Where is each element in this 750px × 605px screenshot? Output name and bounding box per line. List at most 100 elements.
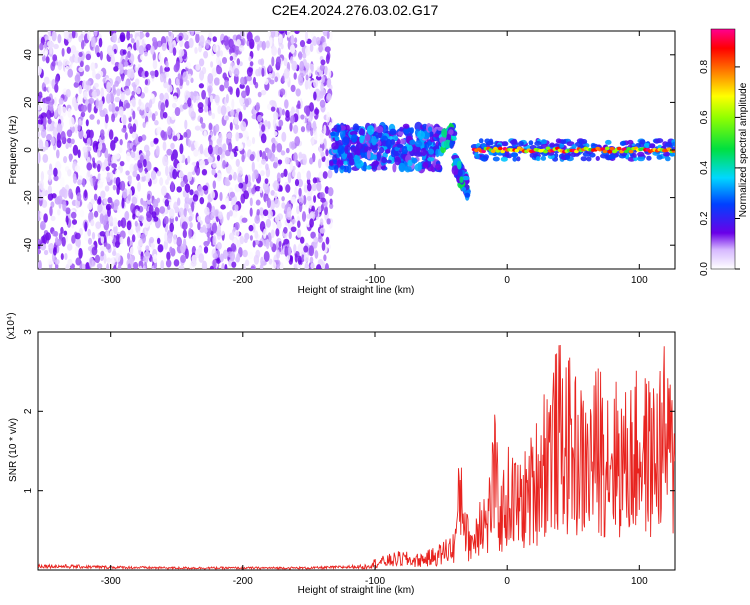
spectrogram-cell <box>166 148 173 156</box>
spectrogram-cell <box>216 172 222 182</box>
spectrogram-cell <box>112 217 118 227</box>
spectrogram-cell <box>178 265 185 269</box>
colorbar: 0.0 0.2 0.4 0.6 0.8 Normalized spectral ampl… <box>699 28 749 276</box>
spectrogram-cell <box>231 261 237 268</box>
spectrogram-cell <box>311 205 316 213</box>
spectrogram-cell <box>304 80 309 90</box>
spectrogram-cell <box>211 112 216 120</box>
spectrogram-cell <box>275 56 281 67</box>
spectrogram-cell <box>92 175 96 187</box>
spectrogram-cell <box>316 181 322 192</box>
spectrogram-cell <box>261 40 267 51</box>
spectrogram-cell <box>313 91 317 101</box>
spectrogram-cell <box>217 105 222 115</box>
spectrogram-cell <box>314 108 320 115</box>
spectrogram-cell <box>235 87 240 98</box>
spectrogram-cell <box>243 237 248 244</box>
spectrogram-cell <box>54 75 59 85</box>
spectrogram-cell <box>93 193 98 201</box>
spectrogram-cell <box>286 206 292 218</box>
spectrogram-cell <box>145 171 151 183</box>
spectrogram-cell <box>461 186 467 192</box>
spectrogram-cell <box>196 215 201 222</box>
spectrogram-cell <box>89 114 95 120</box>
spectrogram-cell <box>97 179 104 189</box>
spectrogram-cell <box>47 169 54 176</box>
spectrogram-cell <box>281 108 285 116</box>
spectrogram-cell <box>199 159 206 170</box>
spectrogram-cell <box>193 149 199 157</box>
spectrogram-cell <box>600 147 605 151</box>
spectrogram-cell <box>95 73 101 80</box>
spectrogram-cell <box>190 111 196 121</box>
spectrogram-cell <box>165 60 169 68</box>
spectrogram-cell <box>132 110 136 120</box>
spectrogram-cell <box>60 131 66 142</box>
spectrogram-cell <box>212 234 217 246</box>
spectrogram-cell <box>297 178 304 188</box>
spectrogram-cell <box>210 190 216 200</box>
spectrogram-cell <box>301 168 305 174</box>
spectrogram-cell <box>82 80 87 90</box>
spectrogram-cell <box>106 263 110 269</box>
spectrogram-cell <box>54 83 59 93</box>
spectrogram-cell <box>236 39 241 47</box>
spectrogram-cell <box>270 106 276 112</box>
spectrogram-cell <box>323 124 327 135</box>
spectrogram-cell <box>628 149 634 154</box>
spectrogram-cell <box>99 245 106 252</box>
spectrogram-cell <box>247 251 254 260</box>
spectrogram-cell <box>296 205 300 215</box>
spectrogram-cell <box>254 185 261 192</box>
snr-frame <box>37 331 676 571</box>
spectrogram-cell <box>272 161 278 169</box>
spectrogram-cell <box>288 231 292 240</box>
x-tick-label: -200 <box>233 576 253 587</box>
spectrogram-cell <box>170 142 175 150</box>
spectrogram-cell <box>293 124 299 134</box>
spectrogram-cell <box>146 161 152 171</box>
spectrogram-cell <box>60 106 67 117</box>
spectrogram-cell <box>208 32 213 39</box>
spectrogram-cell <box>158 52 163 61</box>
spectrogram-cell <box>48 102 54 111</box>
spectrogram-cell <box>100 250 105 257</box>
spectrogram-cell <box>277 47 281 56</box>
spectrogram-cell <box>240 76 245 86</box>
spectrogram-cell <box>199 116 204 124</box>
colorbar-tick-label: 0.6 <box>699 110 710 124</box>
spectrogram-cell <box>189 164 195 172</box>
spectrogram-cell <box>183 207 187 218</box>
spectrogram-cell <box>266 139 273 145</box>
spectrogram-cell <box>184 41 191 49</box>
spectrogram-cell <box>197 185 203 193</box>
spectrogram-cell <box>392 163 397 173</box>
spectrogram-cell <box>91 232 96 240</box>
spectrogram-cell <box>294 31 300 35</box>
spectrogram-cell <box>73 81 80 88</box>
spectrogram-cell <box>144 251 151 260</box>
spectrogram-cell <box>79 59 84 68</box>
spectrogram-cell <box>427 126 433 132</box>
spectrogram-cell <box>266 149 273 160</box>
spectrogram-cell <box>212 252 219 259</box>
spectrogram-cell <box>325 149 329 157</box>
spectrogram-cell <box>207 156 213 164</box>
spectrogram-marks <box>38 31 675 269</box>
spectrogram-cell <box>265 218 272 228</box>
spectrogram-cell <box>46 110 52 120</box>
y-tick-label: 2 <box>23 408 34 414</box>
spectrogram-y-label: Frequency (Hz) <box>8 116 19 185</box>
spectrogram-cell <box>152 253 158 264</box>
spectrogram-cell <box>319 91 324 99</box>
spectrogram-cell <box>49 125 53 132</box>
spectrogram-cell <box>289 256 294 262</box>
spectrogram-cell <box>300 114 305 120</box>
spectrogram-cell <box>360 152 366 158</box>
spectrogram-cell <box>39 51 45 57</box>
spectrogram-cell <box>94 254 101 264</box>
spectrogram-cell <box>185 79 190 86</box>
spectrogram-cell <box>63 31 69 40</box>
spectrogram-cell <box>252 223 256 233</box>
spectrogram-cell <box>40 243 47 251</box>
